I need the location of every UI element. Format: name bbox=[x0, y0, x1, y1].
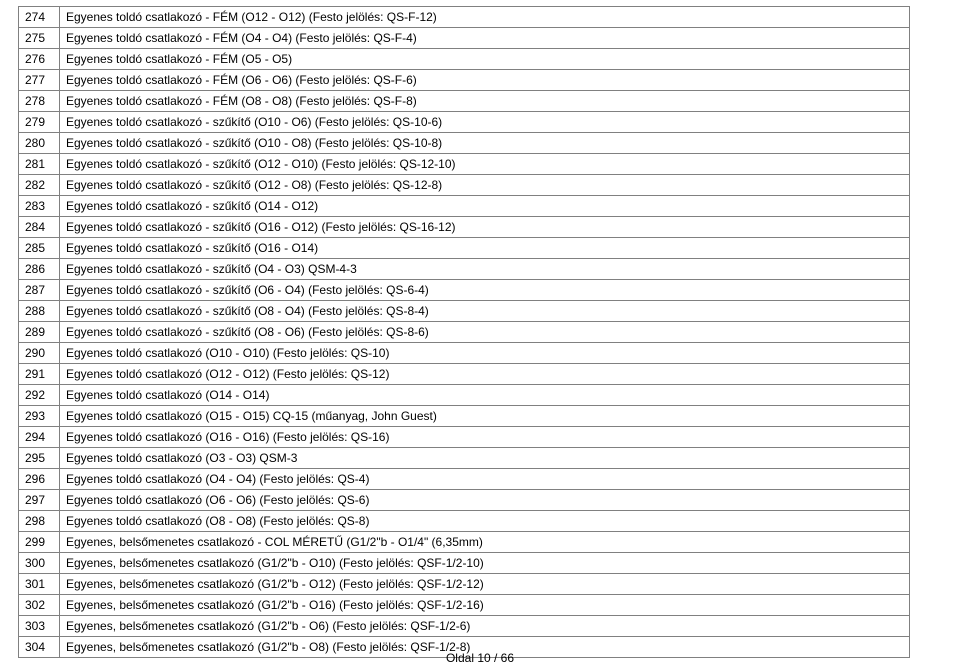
row-description: Egyenes toldó csatlakozó - FÉM (O6 - O6)… bbox=[60, 70, 910, 91]
row-description: Egyenes toldó csatlakozó (O15 - O15) CQ-… bbox=[60, 406, 910, 427]
table-row: 277Egyenes toldó csatlakozó - FÉM (O6 - … bbox=[19, 70, 910, 91]
row-number: 287 bbox=[19, 280, 60, 301]
table-row: 303Egyenes, belsőmenetes csatlakozó (G1/… bbox=[19, 616, 910, 637]
row-description: Egyenes, belsőmenetes csatlakozó (G1/2"b… bbox=[60, 616, 910, 637]
row-description: Egyenes toldó csatlakozó - szűkítő (O10 … bbox=[60, 112, 910, 133]
row-description: Egyenes toldó csatlakozó - szűkítő (O16 … bbox=[60, 217, 910, 238]
table-row: 295Egyenes toldó csatlakozó (O3 - O3) QS… bbox=[19, 448, 910, 469]
row-number: 299 bbox=[19, 532, 60, 553]
table-row: 297Egyenes toldó csatlakozó (O6 - O6) (F… bbox=[19, 490, 910, 511]
row-description: Egyenes toldó csatlakozó (O16 - O16) (Fe… bbox=[60, 427, 910, 448]
table-row: 302Egyenes, belsőmenetes csatlakozó (G1/… bbox=[19, 595, 910, 616]
table-row: 279Egyenes toldó csatlakozó - szűkítő (O… bbox=[19, 112, 910, 133]
page: 274Egyenes toldó csatlakozó - FÉM (O12 -… bbox=[0, 0, 960, 671]
row-description: Egyenes, belsőmenetes csatlakozó - COL M… bbox=[60, 532, 910, 553]
row-number: 284 bbox=[19, 217, 60, 238]
table-row: 298Egyenes toldó csatlakozó (O8 - O8) (F… bbox=[19, 511, 910, 532]
row-number: 275 bbox=[19, 28, 60, 49]
row-description: Egyenes toldó csatlakozó - szűkítő (O12 … bbox=[60, 154, 910, 175]
row-number: 302 bbox=[19, 595, 60, 616]
row-number: 281 bbox=[19, 154, 60, 175]
row-number: 297 bbox=[19, 490, 60, 511]
row-number: 300 bbox=[19, 553, 60, 574]
row-description: Egyenes toldó csatlakozó (O4 - O4) (Fest… bbox=[60, 469, 910, 490]
table-row: 286Egyenes toldó csatlakozó - szűkítő (O… bbox=[19, 259, 910, 280]
row-description: Egyenes toldó csatlakozó - szűkítő (O8 -… bbox=[60, 322, 910, 343]
row-number: 279 bbox=[19, 112, 60, 133]
table-row: 300Egyenes, belsőmenetes csatlakozó (G1/… bbox=[19, 553, 910, 574]
row-number: 295 bbox=[19, 448, 60, 469]
row-number: 277 bbox=[19, 70, 60, 91]
table-row: 274Egyenes toldó csatlakozó - FÉM (O12 -… bbox=[19, 7, 910, 28]
row-number: 282 bbox=[19, 175, 60, 196]
row-description: Egyenes toldó csatlakozó (O14 - O14) bbox=[60, 385, 910, 406]
row-description: Egyenes, belsőmenetes csatlakozó (G1/2"b… bbox=[60, 553, 910, 574]
row-description: Egyenes toldó csatlakozó (O12 - O12) (Fe… bbox=[60, 364, 910, 385]
row-number: 292 bbox=[19, 385, 60, 406]
table-row: 294Egyenes toldó csatlakozó (O16 - O16) … bbox=[19, 427, 910, 448]
table-row: 296Egyenes toldó csatlakozó (O4 - O4) (F… bbox=[19, 469, 910, 490]
row-description: Egyenes toldó csatlakozó - FÉM (O12 - O1… bbox=[60, 7, 910, 28]
row-number: 285 bbox=[19, 238, 60, 259]
row-number: 283 bbox=[19, 196, 60, 217]
row-description: Egyenes toldó csatlakozó - szűkítő (O4 -… bbox=[60, 259, 910, 280]
row-number: 294 bbox=[19, 427, 60, 448]
row-description: Egyenes toldó csatlakozó (O8 - O8) (Fest… bbox=[60, 511, 910, 532]
row-description: Egyenes toldó csatlakozó - szűkítő (O10 … bbox=[60, 133, 910, 154]
row-number: 298 bbox=[19, 511, 60, 532]
table-row: 278Egyenes toldó csatlakozó - FÉM (O8 - … bbox=[19, 91, 910, 112]
table-row: 287Egyenes toldó csatlakozó - szűkítő (O… bbox=[19, 280, 910, 301]
row-description: Egyenes toldó csatlakozó - szűkítő (O12 … bbox=[60, 175, 910, 196]
table-row: 301Egyenes, belsőmenetes csatlakozó (G1/… bbox=[19, 574, 910, 595]
row-description: Egyenes, belsőmenetes csatlakozó (G1/2"b… bbox=[60, 595, 910, 616]
row-number: 293 bbox=[19, 406, 60, 427]
row-description: Egyenes toldó csatlakozó (O3 - O3) QSM-3 bbox=[60, 448, 910, 469]
row-number: 274 bbox=[19, 7, 60, 28]
table-row: 282Egyenes toldó csatlakozó - szűkítő (O… bbox=[19, 175, 910, 196]
row-description: Egyenes toldó csatlakozó - szűkítő (O16 … bbox=[60, 238, 910, 259]
table-row: 276Egyenes toldó csatlakozó - FÉM (O5 - … bbox=[19, 49, 910, 70]
table-row: 299Egyenes, belsőmenetes csatlakozó - CO… bbox=[19, 532, 910, 553]
row-number: 296 bbox=[19, 469, 60, 490]
table-row: 290Egyenes toldó csatlakozó (O10 - O10) … bbox=[19, 343, 910, 364]
row-number: 286 bbox=[19, 259, 60, 280]
table-row: 292Egyenes toldó csatlakozó (O14 - O14) bbox=[19, 385, 910, 406]
row-description: Egyenes toldó csatlakozó - szűkítő (O6 -… bbox=[60, 280, 910, 301]
table-row: 293Egyenes toldó csatlakozó (O15 - O15) … bbox=[19, 406, 910, 427]
row-number: 289 bbox=[19, 322, 60, 343]
row-number: 291 bbox=[19, 364, 60, 385]
row-description: Egyenes toldó csatlakozó - szűkítő (O8 -… bbox=[60, 301, 910, 322]
row-description: Egyenes toldó csatlakozó - FÉM (O5 - O5) bbox=[60, 49, 910, 70]
row-number: 280 bbox=[19, 133, 60, 154]
page-number: Oldal 10 / 66 bbox=[446, 651, 514, 665]
row-description: Egyenes toldó csatlakozó (O10 - O10) (Fe… bbox=[60, 343, 910, 364]
table-row: 285Egyenes toldó csatlakozó - szűkítő (O… bbox=[19, 238, 910, 259]
row-number: 290 bbox=[19, 343, 60, 364]
row-description: Egyenes toldó csatlakozó (O6 - O6) (Fest… bbox=[60, 490, 910, 511]
row-number: 301 bbox=[19, 574, 60, 595]
table-row: 281Egyenes toldó csatlakozó - szűkítő (O… bbox=[19, 154, 910, 175]
table-row: 280Egyenes toldó csatlakozó - szűkítő (O… bbox=[19, 133, 910, 154]
row-number: 276 bbox=[19, 49, 60, 70]
table-row: 284Egyenes toldó csatlakozó - szűkítő (O… bbox=[19, 217, 910, 238]
row-description: Egyenes toldó csatlakozó - FÉM (O4 - O4)… bbox=[60, 28, 910, 49]
table-row: 288Egyenes toldó csatlakozó - szűkítő (O… bbox=[19, 301, 910, 322]
row-number: 288 bbox=[19, 301, 60, 322]
row-description: Egyenes toldó csatlakozó - FÉM (O8 - O8)… bbox=[60, 91, 910, 112]
table-row: 283Egyenes toldó csatlakozó - szűkítő (O… bbox=[19, 196, 910, 217]
table-row: 291Egyenes toldó csatlakozó (O12 - O12) … bbox=[19, 364, 910, 385]
row-description: Egyenes, belsőmenetes csatlakozó (G1/2"b… bbox=[60, 574, 910, 595]
row-number: 303 bbox=[19, 616, 60, 637]
row-description: Egyenes toldó csatlakozó - szűkítő (O14 … bbox=[60, 196, 910, 217]
table-row: 275Egyenes toldó csatlakozó - FÉM (O4 - … bbox=[19, 28, 910, 49]
data-table: 274Egyenes toldó csatlakozó - FÉM (O12 -… bbox=[18, 6, 910, 658]
table-row: 289Egyenes toldó csatlakozó - szűkítő (O… bbox=[19, 322, 910, 343]
page-footer: Oldal 10 / 66 bbox=[0, 651, 960, 665]
row-number: 278 bbox=[19, 91, 60, 112]
